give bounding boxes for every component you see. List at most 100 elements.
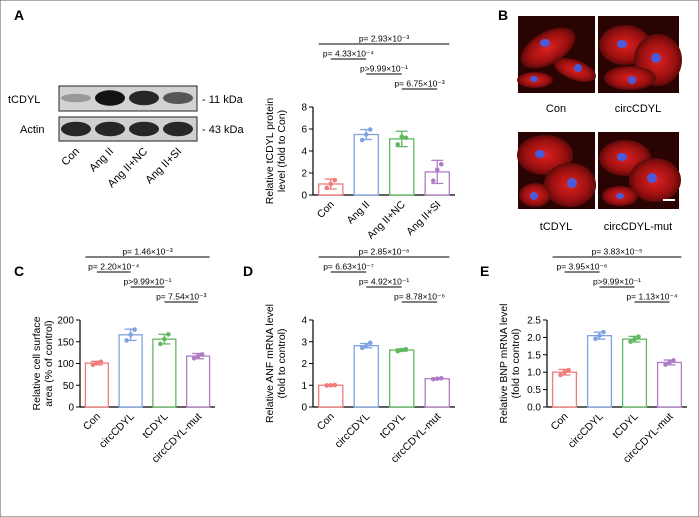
chart-e-point-1-3 [566,367,571,373]
chart-a-ylabel-line-2: level (fold to Con) [276,110,288,192]
chart-c-bar-1 [84,362,110,408]
chart-e-comparison-label-2: p= 3.95×10⁻⁶ [557,262,608,272]
chart-e-bar-2 [586,335,613,408]
chart-e-ytick-label-2: 1.0 [527,368,541,379]
chart-c-point-2-3 [132,327,137,332]
chart-c-point-2-1 [124,338,129,343]
chart-a-ytick-label-2: 4 [301,147,307,158]
chart-d-comparison-label-2: p= 6.63×10⁻⁷ [323,262,374,272]
chart-a-point-4-1 [430,178,436,183]
chart-c-point-3-1 [158,341,163,347]
micrograph-circcdyl-mut [598,132,681,209]
blot-band-tcdyl-2 [95,90,125,106]
blot-band-label-actin: Actin [20,124,44,136]
blot-band-label-tcdyl: tCDYL [8,94,40,106]
chart-a-point-4-3 [438,161,444,167]
micrograph-caption-tcdyl: tCDYL [540,221,572,233]
blot-size-label-actin: - 43 kDa [202,124,244,136]
chart-d-bar-1 [318,384,344,408]
panel-label-e: E [480,263,489,279]
chart-c-ytick-label-3: 150 [57,337,74,348]
chart-e-bar-1 [551,371,578,408]
chart-e-point-4-2 [667,360,672,365]
chart-e-point-2-1 [593,336,598,342]
chart-c-point-2-2 [128,332,133,338]
chart-e-ytick-label-5: 2.5 [527,316,541,327]
chart-a-point-4-2 [434,167,440,172]
chart-e-point-3-1 [628,339,633,344]
chart-e-comparison-label-3: p>9.99×10⁻¹ [593,277,641,287]
chart-d-ytick-label-0: 0 [301,403,307,414]
chart-d-point-1-2 [328,382,334,388]
blot-band-actin-2 [95,121,125,137]
chart-d-bar-2 [353,345,379,408]
chart-d-point-3-3 [403,346,409,352]
chart-d-point-2-2 [363,343,369,349]
chart-c-comparison-label-3: p>9.99×10⁻¹ [124,277,172,287]
chart-a-comparison-label-2: p= 4.33×10⁻⁴ [323,49,375,59]
blot-size-label-tcdyl: - 11 kDa [202,94,244,106]
chart-c-point-4-3 [199,352,205,357]
chart-a-bar-3 [389,138,415,196]
panel-label-d: D [243,263,253,279]
chart-a-comparison-label-3: p>9.99×10⁻¹ [360,64,408,74]
chart-e-ytick-label-1: 0.5 [527,385,541,396]
blot-band-tcdyl-1 [61,93,91,103]
chart-e-point-1-2 [562,369,567,375]
chart-d-ytick-label-2: 2 [301,359,307,370]
chart-d-point-3-1 [395,348,401,354]
chart-d-ylabel-line-1: Relative ANF mRNA level [264,304,276,423]
micrograph-tcdyl [517,132,596,209]
micrograph-caption-circcdyl: circCDYL [615,103,661,115]
chart-d-point-2-1 [359,345,365,351]
chart-c-ytick-label-4: 200 [57,316,74,327]
blot-band-actin-1 [61,121,91,137]
chart-c-bar-2 [118,334,143,408]
chart-a-point-2-2 [363,132,369,137]
chart-e-point-3-2 [632,336,637,342]
chart-d-ylabel-line-2: (fold to control) [276,328,288,398]
blot-band-tcdyl-4 [163,92,193,104]
blot-band-actin-4 [163,121,193,137]
chart-a-point-1-1 [324,185,330,191]
chart-a-ytick-label-3: 6 [301,125,307,136]
chart-c-point-1-3 [98,359,104,365]
chart-a-point-3-2 [399,134,405,139]
chart-d-ytick-label-4: 4 [301,316,307,327]
chart-e-point-3-3 [636,334,641,340]
blot-band-tcdyl-3 [129,90,159,106]
chart-c-bar-4 [185,355,211,408]
chart-c-point-1-1 [90,362,96,368]
chart-c-point-4-1 [191,355,197,361]
chart-c-comparison-label-2: p= 2.20×10⁻⁴ [88,262,140,272]
chart-e-ylabel-line-2: (fold to control) [510,328,522,398]
chart-e-point-2-3 [601,329,606,335]
chart-a-point-1-2 [328,181,334,187]
chart-a-comparison-label-4: p= 6.75×10⁻³ [394,79,445,89]
chart-a-ytick-label-1: 2 [301,169,307,180]
chart-a-point-1-3 [332,177,338,183]
chart-d-comparison-label-3: p= 4.92×10⁻¹ [359,277,410,287]
chart-a-point-2-1 [359,137,365,143]
chart-c-ylabel-line-1: Relative cell surface [31,316,43,410]
blot-band-actin-3 [129,121,159,137]
chart-c-ytick-label-0: 0 [68,403,74,414]
panel-label-b: B [498,7,508,23]
chart-a-point-3-1 [395,142,401,147]
chart-a-bar-2 [353,133,379,196]
chart-c-comparison-label-4: p= 7.54×10⁻³ [156,292,207,302]
chart-a-ytick-label-4: 8 [301,103,307,114]
chart-e-ytick-label-0: 0.0 [527,403,541,414]
chart-e-ylabel-line-1: Relative BNP mRNA level [498,303,510,423]
chart-c-ytick-label-2: 100 [57,359,74,370]
chart-e-point-4-1 [663,362,668,367]
chart-e-point-4-3 [671,358,676,363]
micrograph-caption-circcdyl-mut: circCDYL-mut [604,221,672,233]
chart-d-bar-4 [424,378,450,408]
chart-e-comparison-label-4: p= 1.13×10⁻⁴ [626,292,678,302]
micrograph-con [517,16,596,93]
chart-d-comparison-label-4: p= 8.78×10⁻⁶ [394,292,445,302]
panel-label-c: C [14,263,24,279]
chart-e-bar-4 [656,361,683,408]
